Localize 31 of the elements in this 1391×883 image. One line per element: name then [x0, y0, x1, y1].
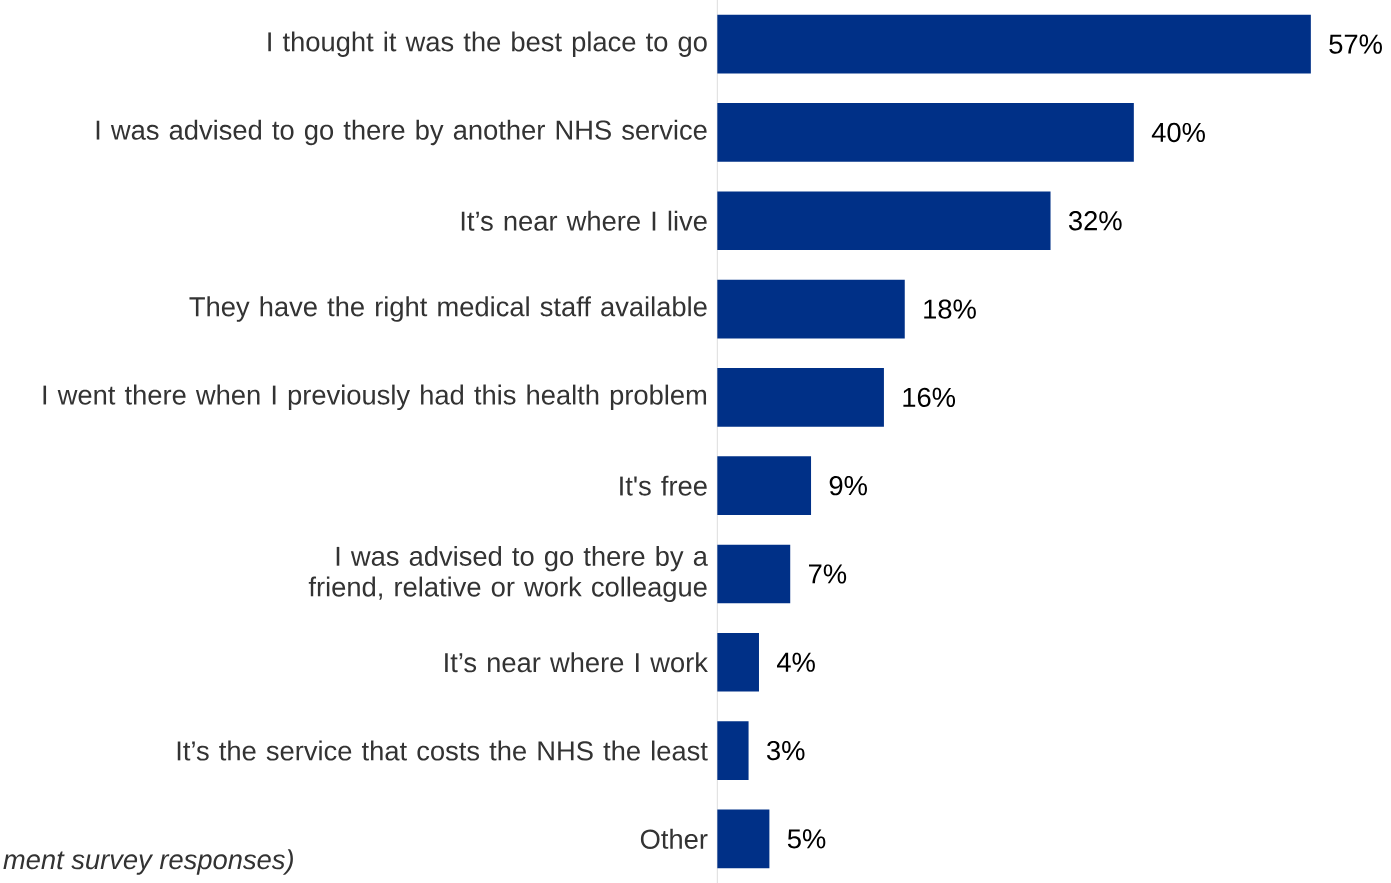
bar — [717, 14, 1311, 74]
data-label: 18% — [924, 299, 976, 319]
data-label: 32% — [1068, 211, 1122, 231]
y-tick-label: It’s the service that costs the NHS the least — [177, 740, 708, 761]
bar — [717, 809, 770, 869]
bar — [717, 368, 884, 427]
bar — [717, 103, 1134, 162]
text: ment survey responses) — [3, 849, 293, 875]
data-label: 3% — [767, 740, 805, 761]
bar — [717, 632, 759, 692]
data-label: 9% — [829, 475, 867, 496]
y-tick-label: It's free — [620, 475, 707, 496]
y-tick-label: It’s near where I work — [445, 652, 708, 673]
bar — [717, 456, 812, 515]
y-tick-label: I was advised to go there by another NHS service — [96, 119, 707, 146]
y-tick-label: They have the right medical staff available — [189, 296, 707, 322]
data-label: 4% — [776, 652, 815, 672]
bar — [717, 191, 1051, 251]
y-tick-label: Other — [640, 828, 708, 849]
y-tick-label: I thought it was the best place to go — [268, 31, 707, 57]
data-label: 16% — [903, 387, 956, 408]
data-label: 7% — [809, 564, 847, 584]
y-tick-label: It’s near where I live — [461, 210, 707, 231]
bar — [717, 279, 905, 339]
y-tick-label: I was advised to go there by a friend, relative or work colleague — [308, 545, 708, 603]
data-label: 57% — [1329, 34, 1382, 54]
data-label: 5% — [787, 829, 826, 849]
bar — [717, 721, 749, 780]
bar — [717, 544, 791, 604]
data-label: 40% — [1151, 122, 1205, 143]
y-tick-label: I went there when I previously had this health problem — [43, 384, 707, 411]
